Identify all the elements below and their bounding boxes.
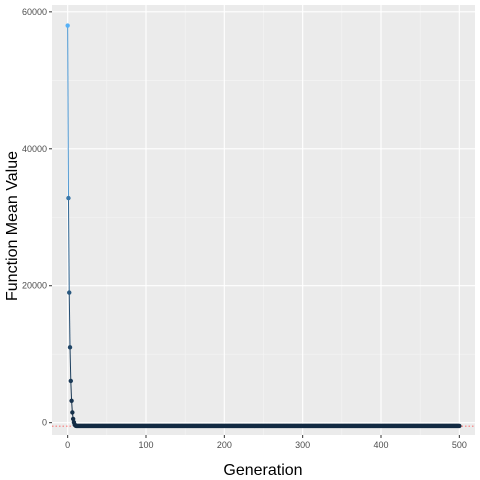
data-point [70,410,75,415]
x-tick-label: 100 [138,440,153,450]
y-tick-label: 20000 [22,281,47,291]
data-point [65,23,70,28]
grid-minor [52,5,475,435]
y-axis-title: Function Mean Value [4,151,21,301]
series-points [65,23,462,429]
data-point [66,195,71,201]
y-axis: 0 20000 40000 60000 [22,7,52,428]
x-axis: 0 100 200 300 400 500 [65,435,467,450]
y-tick-label: 60000 [22,7,47,17]
data-point [67,290,72,295]
data-point [68,378,74,384]
series-segment [68,292,71,348]
x-axis-title: Generation [223,462,302,479]
x-tick-label: 0 [65,440,70,450]
y-tick-label: 40000 [22,144,47,154]
data-point [70,416,76,422]
y-tick-label: 0 [42,418,47,428]
data-point [69,398,74,403]
x-tick-label: 500 [452,440,467,450]
series-segment [67,25,69,199]
x-tick-label: 400 [373,440,388,450]
data-point [457,423,462,429]
series-segment [67,198,70,293]
series-segment [69,347,72,381]
series-segment [70,380,73,401]
x-tick-label: 200 [217,440,232,450]
data-point [67,345,73,350]
x-tick-label: 300 [295,440,310,450]
